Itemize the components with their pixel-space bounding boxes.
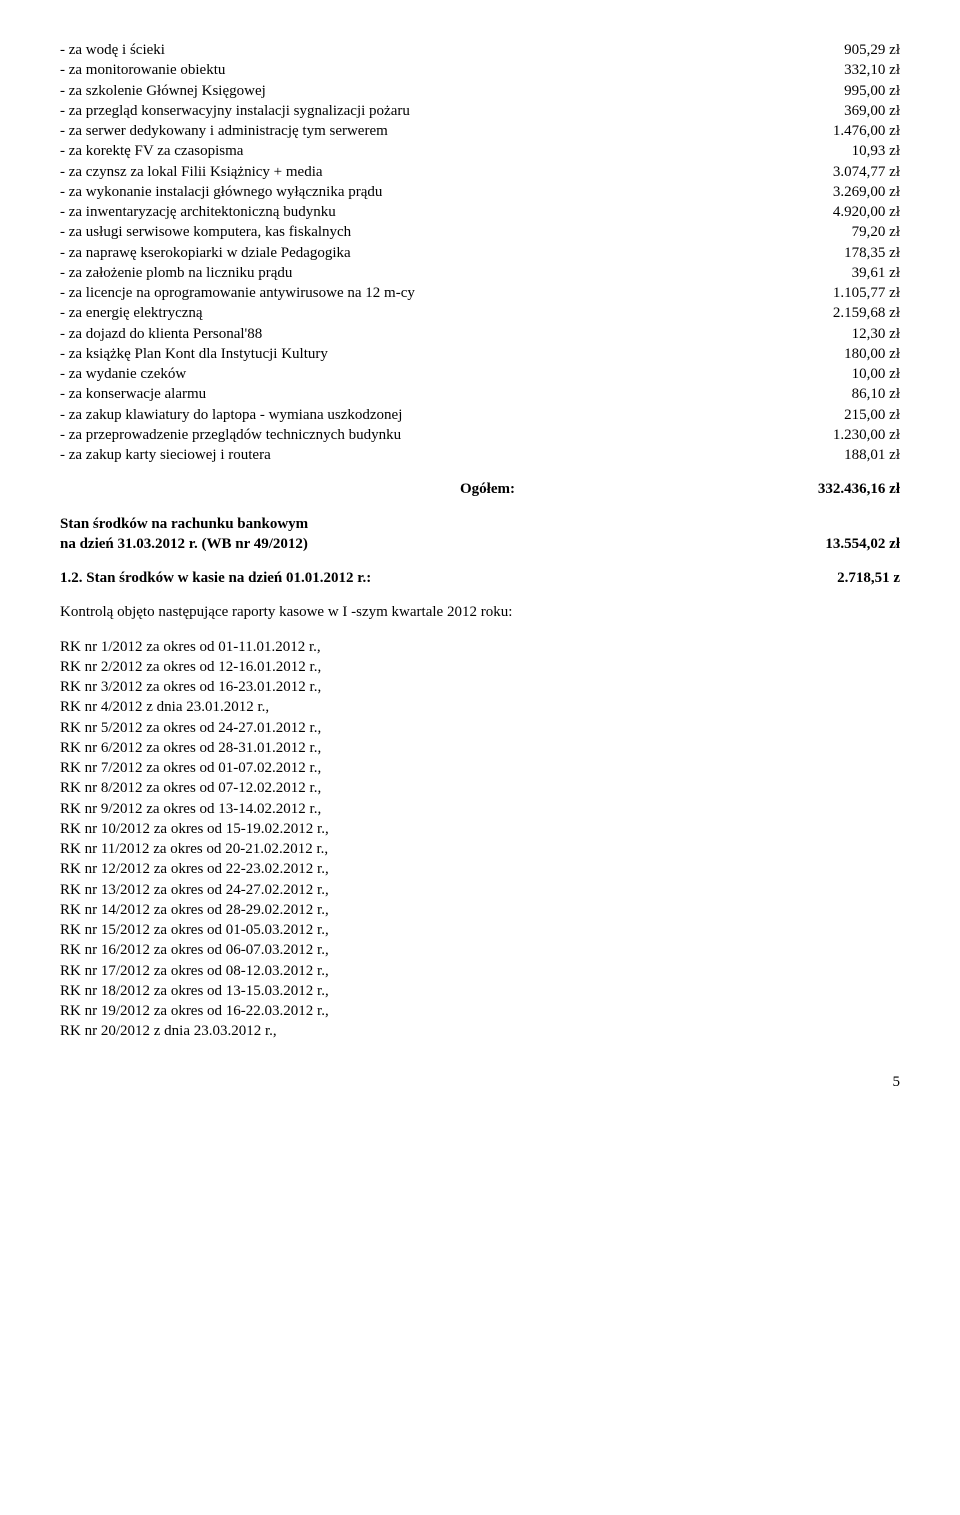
expense-label: - za przegląd konserwacyjny instalacji s… bbox=[60, 101, 824, 121]
rk-item: RK nr 12/2012 za okres od 22-23.02.2012 … bbox=[60, 859, 900, 879]
bank-balance-line2-value: 13.554,02 zł bbox=[805, 534, 900, 554]
expense-label: - za przeprowadzenie przeglądów technicz… bbox=[60, 425, 813, 445]
expense-row: - za wydanie czeków10,00 zł bbox=[60, 364, 900, 384]
expense-list: - za wodę i ścieki905,29 zł- za monitoro… bbox=[60, 40, 900, 465]
rk-item: RK nr 14/2012 za okres od 28-29.02.2012 … bbox=[60, 900, 900, 920]
expense-value: 369,00 zł bbox=[824, 101, 900, 121]
expense-value: 178,35 zł bbox=[824, 243, 900, 263]
rk-item: RK nr 4/2012 z dnia 23.01.2012 r., bbox=[60, 697, 900, 717]
expense-label: - za usługi serwisowe komputera, kas fis… bbox=[60, 222, 832, 242]
expense-label: - za czynsz za lokal Filii Książnicy + m… bbox=[60, 162, 813, 182]
total-value: 332.436,16 zł bbox=[818, 479, 900, 499]
rk-item: RK nr 3/2012 za okres od 16-23.01.2012 r… bbox=[60, 677, 900, 697]
expense-label: - za monitorowanie obiektu bbox=[60, 60, 824, 80]
expense-value: 4.920,00 zł bbox=[813, 202, 900, 222]
expense-row: - za inwentaryzację architektoniczną bud… bbox=[60, 202, 900, 222]
expense-label: - za zakup karty sieciowej i routera bbox=[60, 445, 824, 465]
expense-label: - za licencje na oprogramowanie antywiru… bbox=[60, 283, 813, 303]
expense-label: - za korektę FV za czasopisma bbox=[60, 141, 832, 161]
expense-value: 3.074,77 zł bbox=[813, 162, 900, 182]
expense-row: - za książkę Plan Kont dla Instytucji Ku… bbox=[60, 344, 900, 364]
rk-item: RK nr 2/2012 za okres od 12-16.01.2012 r… bbox=[60, 657, 900, 677]
expense-row: - za zakup karty sieciowej i routera188,… bbox=[60, 445, 900, 465]
rk-item: RK nr 8/2012 za okres od 07-12.02.2012 r… bbox=[60, 778, 900, 798]
rk-item: RK nr 20/2012 z dnia 23.03.2012 r., bbox=[60, 1021, 900, 1041]
expense-label: - za wydanie czeków bbox=[60, 364, 832, 384]
bank-balance-block: Stan środków na rachunku bankowym na dzi… bbox=[60, 514, 900, 555]
rk-item: RK nr 13/2012 za okres od 24-27.02.2012 … bbox=[60, 880, 900, 900]
expense-value: 188,01 zł bbox=[824, 445, 900, 465]
rk-item: RK nr 9/2012 za okres od 13-14.02.2012 r… bbox=[60, 799, 900, 819]
expense-label: - za serwer dedykowany i administrację t… bbox=[60, 121, 813, 141]
rk-item: RK nr 15/2012 za okres od 01-05.03.2012 … bbox=[60, 920, 900, 940]
expense-label: - za szkolenie Głównej Księgowej bbox=[60, 81, 824, 101]
expense-value: 10,93 zł bbox=[832, 141, 900, 161]
expense-value: 3.269,00 zł bbox=[813, 182, 900, 202]
expense-value: 180,00 zł bbox=[824, 344, 900, 364]
expense-row: - za wykonanie instalacji głównego wyłąc… bbox=[60, 182, 900, 202]
expense-row: - za dojazd do klienta Personal'8812,30 … bbox=[60, 324, 900, 344]
expense-label: - za dojazd do klienta Personal'88 bbox=[60, 324, 832, 344]
expense-value: 215,00 zł bbox=[824, 405, 900, 425]
expense-label: - za książkę Plan Kont dla Instytucji Ku… bbox=[60, 344, 824, 364]
expense-value: 10,00 zł bbox=[832, 364, 900, 384]
expense-label: - za wykonanie instalacji głównego wyłąc… bbox=[60, 182, 813, 202]
expense-label: - za założenie plomb na liczniku prądu bbox=[60, 263, 832, 283]
expense-label: - za konserwacje alarmu bbox=[60, 384, 832, 404]
expense-value: 1.476,00 zł bbox=[813, 121, 900, 141]
expense-label: - za energię elektryczną bbox=[60, 303, 813, 323]
rk-item: RK nr 5/2012 za okres od 24-27.01.2012 r… bbox=[60, 718, 900, 738]
expense-row: - za zakup klawiatury do laptopa - wymia… bbox=[60, 405, 900, 425]
expense-value: 332,10 zł bbox=[824, 60, 900, 80]
cash-balance-label: 1.2. Stan środków w kasie na dzień 01.01… bbox=[60, 568, 817, 588]
expense-label: - za naprawę kserokopiarki w dziale Peda… bbox=[60, 243, 824, 263]
expense-row: - za konserwacje alarmu86,10 zł bbox=[60, 384, 900, 404]
rk-item: RK nr 7/2012 za okres od 01-07.02.2012 r… bbox=[60, 758, 900, 778]
expense-row: - za przeprowadzenie przeglądów technicz… bbox=[60, 425, 900, 445]
rk-item: RK nr 6/2012 za okres od 28-31.01.2012 r… bbox=[60, 738, 900, 758]
expense-value: 2.159,68 zł bbox=[813, 303, 900, 323]
expense-value: 905,29 zł bbox=[824, 40, 900, 60]
expense-value: 39,61 zł bbox=[832, 263, 900, 283]
expense-value: 1.105,77 zł bbox=[813, 283, 900, 303]
total-label: Ogółem: bbox=[460, 479, 515, 499]
expense-row: - za naprawę kserokopiarki w dziale Peda… bbox=[60, 243, 900, 263]
rk-list: RK nr 1/2012 za okres od 01-11.01.2012 r… bbox=[60, 637, 900, 1042]
rk-item: RK nr 19/2012 za okres od 16-22.03.2012 … bbox=[60, 1001, 900, 1021]
rk-item: RK nr 18/2012 za okres od 13-15.03.2012 … bbox=[60, 981, 900, 1001]
expense-label: - za zakup klawiatury do laptopa - wymia… bbox=[60, 405, 824, 425]
rk-item: RK nr 11/2012 za okres od 20-21.02.2012 … bbox=[60, 839, 900, 859]
rk-item: RK nr 16/2012 za okres od 06-07.03.2012 … bbox=[60, 940, 900, 960]
expense-row: - za licencje na oprogramowanie antywiru… bbox=[60, 283, 900, 303]
expense-value: 79,20 zł bbox=[832, 222, 900, 242]
expense-row: - za energię elektryczną2.159,68 zł bbox=[60, 303, 900, 323]
expense-row: - za serwer dedykowany i administrację t… bbox=[60, 121, 900, 141]
expense-row: - za czynsz za lokal Filii Książnicy + m… bbox=[60, 162, 900, 182]
expense-label: - za wodę i ścieki bbox=[60, 40, 824, 60]
expense-row: - za monitorowanie obiektu332,10 zł bbox=[60, 60, 900, 80]
expense-row: - za założenie plomb na liczniku prądu39… bbox=[60, 263, 900, 283]
bank-balance-line1: Stan środków na rachunku bankowym bbox=[60, 514, 900, 534]
rk-item: RK nr 1/2012 za okres od 01-11.01.2012 r… bbox=[60, 637, 900, 657]
cash-balance-value: 2.718,51 z bbox=[817, 568, 900, 588]
bank-balance-line2-label: na dzień 31.03.2012 r. (WB nr 49/2012) bbox=[60, 534, 805, 554]
expense-row: - za korektę FV za czasopisma10,93 zł bbox=[60, 141, 900, 161]
expense-row: - za wodę i ścieki905,29 zł bbox=[60, 40, 900, 60]
intro-text: Kontrolą objęto następujące raporty kaso… bbox=[60, 602, 900, 622]
cash-balance-row: 1.2. Stan środków w kasie na dzień 01.01… bbox=[60, 568, 900, 588]
rk-item: RK nr 17/2012 za okres od 08-12.03.2012 … bbox=[60, 961, 900, 981]
expense-value: 995,00 zł bbox=[824, 81, 900, 101]
expense-value: 12,30 zł bbox=[832, 324, 900, 344]
expense-value: 86,10 zł bbox=[832, 384, 900, 404]
page-number: 5 bbox=[60, 1072, 900, 1092]
expense-row: - za usługi serwisowe komputera, kas fis… bbox=[60, 222, 900, 242]
expense-value: 1.230,00 zł bbox=[813, 425, 900, 445]
rk-item: RK nr 10/2012 za okres od 15-19.02.2012 … bbox=[60, 819, 900, 839]
expense-row: - za szkolenie Głównej Księgowej995,00 z… bbox=[60, 81, 900, 101]
expense-label: - za inwentaryzację architektoniczną bud… bbox=[60, 202, 813, 222]
expense-row: - za przegląd konserwacyjny instalacji s… bbox=[60, 101, 900, 121]
total-row: Ogółem: 332.436,16 zł bbox=[60, 479, 900, 499]
